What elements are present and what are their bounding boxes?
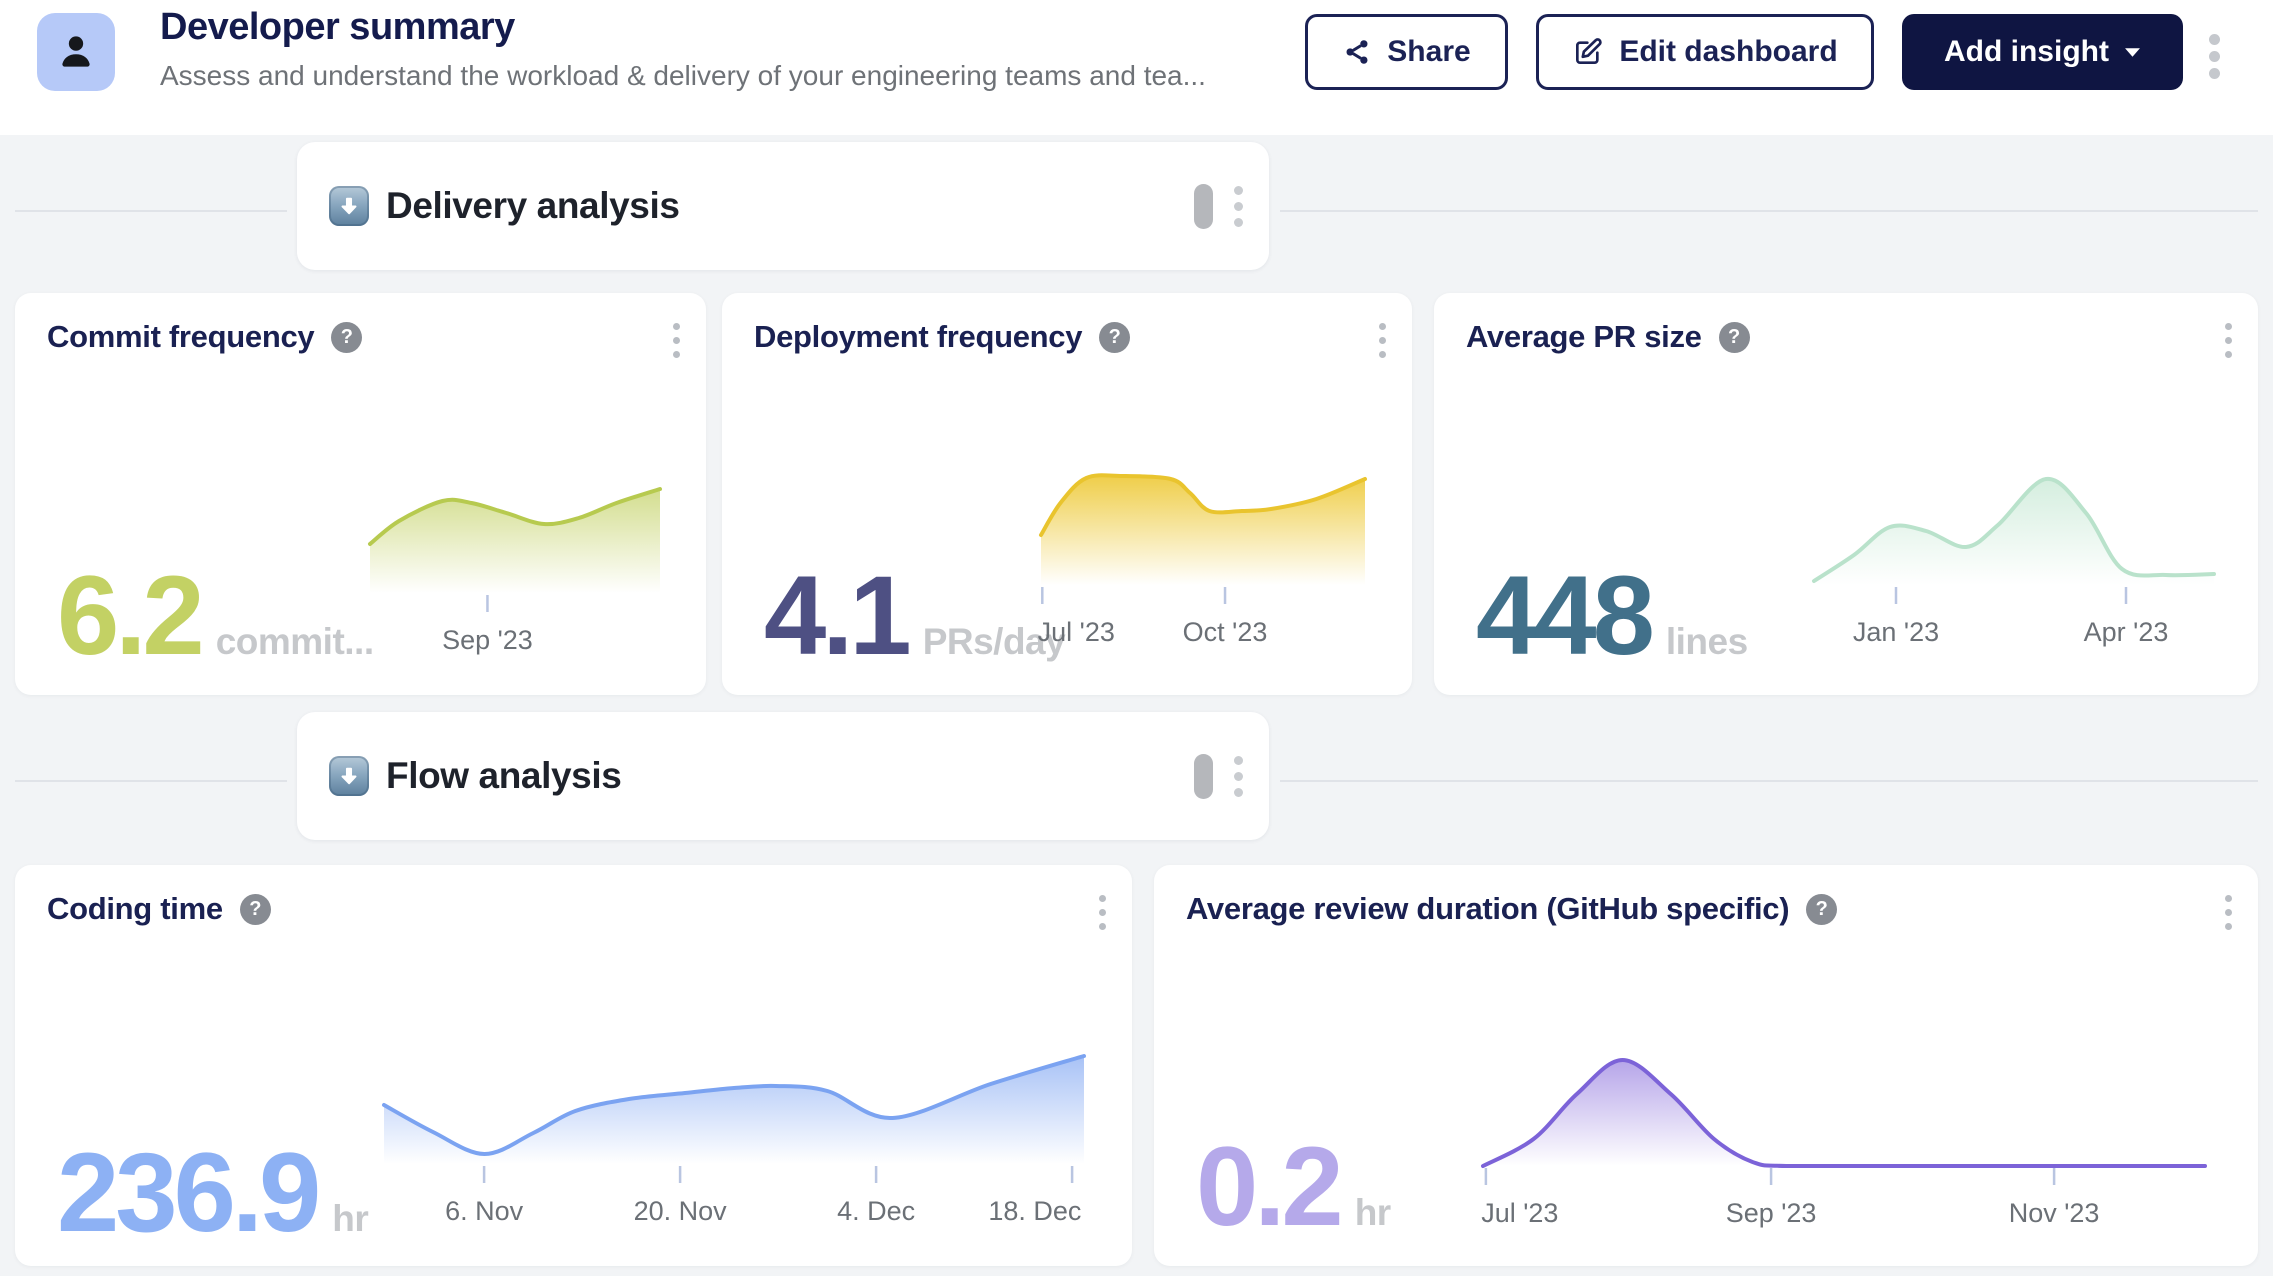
page-title: Developer summary [160,6,515,49]
card-title: Commit frequency [47,319,314,355]
sparkline-chart[interactable]: 6. Nov 20. Nov 4. Dec 18. Dec [384,1052,1084,1232]
insight-card-coding-time: Coding time ? 236.9 hr 6. Nov 20. Nov 4. D… [15,865,1132,1266]
metric-value-row: 448 lines [1476,563,1748,669]
section-divider [1280,210,2258,212]
card-title: Deployment frequency [754,319,1082,355]
section-divider [1280,780,2258,782]
x-axis-tick-label: Sep '23 [442,625,533,656]
card-kebab-menu-icon[interactable] [1099,895,1106,930]
down-arrow-emoji-icon [329,186,369,226]
share-button-label: Share [1387,35,1470,69]
x-axis-tick-label: Apr '23 [2084,617,2169,648]
x-axis-tick-label: Jan '23 [1853,617,1939,648]
sparkline-chart[interactable]: Sep '23 [370,481,660,661]
x-axis-tick-label: Oct '23 [1183,617,1268,648]
metric-value: 448 [1476,563,1651,669]
section-title: Flow analysis [386,755,621,797]
metric-value-row: 236.9 hr [57,1140,368,1246]
page-subtitle: Assess and understand the workload & del… [160,60,1206,92]
x-axis-tick-label: Jul '23 [1481,1198,1558,1229]
x-axis-tick-label: 20. Nov [634,1196,727,1227]
down-arrow-emoji-icon [329,756,369,796]
sparkline-chart[interactable]: Jul '23 Oct '23 [1041,473,1365,653]
add-insight-label: Add insight [1944,35,2109,69]
metric-value-row: 0.2 hr [1196,1134,1391,1240]
drag-handle[interactable] [1194,754,1213,799]
x-axis-tick-label: Nov '23 [2009,1198,2100,1229]
metric-value-row: 6.2 commit... [57,563,374,669]
help-icon[interactable]: ? [1806,894,1837,925]
dashboard-avatar [37,13,115,91]
card-kebab-menu-icon[interactable] [1379,323,1386,358]
section-divider [15,780,287,782]
share-icon [1342,37,1372,67]
x-axis-labels: Jan '23 Apr '23 [1814,617,2214,651]
header-kebab-menu-icon[interactable] [2209,34,2220,79]
sparkline-chart[interactable]: Jan '23 Apr '23 [1814,473,2214,653]
card-title: Average review duration (GitHub specific… [1186,891,1789,927]
help-icon[interactable]: ? [1099,322,1130,353]
metric-unit: hr [332,1198,368,1240]
card-kebab-menu-icon[interactable] [2225,895,2232,930]
chevron-down-icon [2124,47,2141,58]
edit-dashboard-label: Edit dashboard [1619,35,1837,69]
help-icon[interactable]: ? [1719,322,1750,353]
x-axis-labels: Sep '23 [370,625,660,659]
x-axis-tick-label: Jul '23 [1038,617,1115,648]
card-title: Average PR size [1466,319,1702,355]
x-axis-tick-label: 18. Dec [988,1196,1081,1227]
metric-value: 0.2 [1196,1134,1340,1240]
metric-unit: commit... [216,621,374,663]
metric-value-row: 4.1 PRs/day [764,563,1065,669]
metric-value: 6.2 [57,563,201,669]
person-icon [54,30,98,74]
card-kebab-menu-icon[interactable] [673,323,680,358]
card-kebab-menu-icon[interactable] [2225,323,2232,358]
x-axis-tick-label: Sep '23 [1726,1198,1817,1229]
help-icon[interactable]: ? [240,894,271,925]
section-title: Delivery analysis [386,185,680,227]
section-kebab-menu-icon[interactable] [1234,186,1243,227]
x-axis-labels: Jul '23 Oct '23 [1041,617,1365,651]
x-axis-labels: 6. Nov 20. Nov 4. Dec 18. Dec [384,1196,1084,1230]
edit-pencil-icon [1572,36,1604,68]
insight-card-average-review-duration: Average review duration (GitHub specific… [1154,865,2258,1266]
x-axis-labels: Jul '23 Sep '23 Nov '23 [1483,1198,2205,1232]
x-axis-tick-label: 4. Dec [837,1196,915,1227]
x-axis-tick-label: 6. Nov [445,1196,523,1227]
section-divider [15,210,287,212]
edit-dashboard-button[interactable]: Edit dashboard [1536,14,1874,90]
section-header-delivery-analysis: Delivery analysis [297,142,1269,270]
insight-card-deployment-frequency: Deployment frequency ? 4.1 PRs/day Jul '… [722,293,1412,695]
drag-handle[interactable] [1194,184,1213,229]
metric-value: 236.9 [57,1140,317,1246]
card-title: Coding time [47,891,223,927]
share-button[interactable]: Share [1305,14,1508,90]
section-kebab-menu-icon[interactable] [1234,756,1243,797]
help-icon[interactable]: ? [331,322,362,353]
metric-unit: lines [1666,621,1748,663]
section-header-flow-analysis: Flow analysis [297,712,1269,840]
page-header: Developer summary Assess and understand … [0,0,2273,135]
sparkline-chart[interactable]: Jul '23 Sep '23 Nov '23 [1483,1054,2205,1234]
metric-unit: hr [1355,1192,1391,1234]
add-insight-button[interactable]: Add insight [1902,14,2183,90]
insight-card-commit-frequency: Commit frequency ? 6.2 commit... Sep '23 [15,293,706,695]
metric-value: 4.1 [764,563,908,669]
insight-card-average-pr-size: Average PR size ? 448 lines Jan '23 Apr '… [1434,293,2258,695]
